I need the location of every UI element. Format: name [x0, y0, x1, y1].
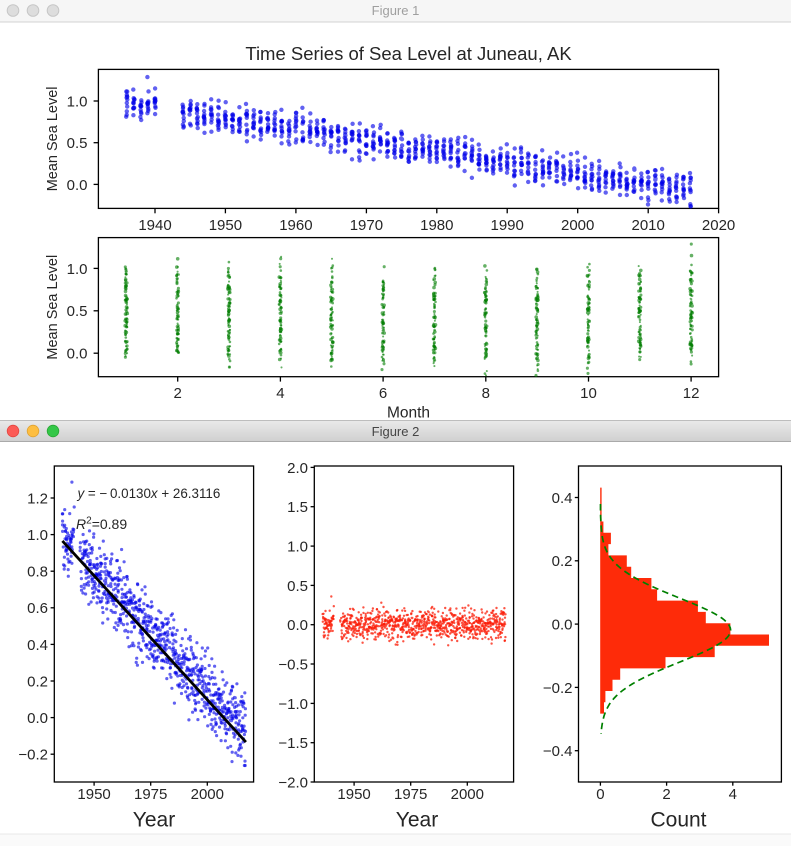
svg-text:1980: 1980: [420, 217, 453, 234]
svg-text:0.8: 0.8: [27, 564, 48, 581]
svg-text:Figure 1: Figure 1: [372, 3, 420, 18]
svg-text:1950: 1950: [209, 217, 242, 234]
svg-text:2: 2: [174, 385, 182, 402]
svg-text:2000: 2000: [451, 786, 484, 803]
svg-text:0.4: 0.4: [27, 637, 48, 654]
svg-text:0.5: 0.5: [67, 135, 88, 152]
svg-text:4: 4: [276, 385, 284, 402]
svg-text:1970: 1970: [350, 217, 383, 234]
svg-text:10: 10: [580, 385, 597, 402]
svg-text:0.6: 0.6: [27, 600, 48, 617]
svg-text:0.0: 0.0: [552, 617, 573, 634]
svg-text:−0.2: −0.2: [18, 747, 48, 764]
svg-text:1.2: 1.2: [27, 490, 48, 507]
svg-text:6: 6: [379, 385, 387, 402]
svg-text:8: 8: [482, 385, 490, 402]
svg-text:Count: Count: [650, 809, 706, 832]
svg-text:−2.0: −2.0: [278, 774, 308, 791]
svg-text:1990: 1990: [491, 217, 524, 234]
svg-text:0.2: 0.2: [552, 553, 573, 570]
svg-text:2000: 2000: [191, 786, 224, 803]
svg-text:1.0: 1.0: [67, 261, 88, 278]
svg-text:Month: Month: [387, 405, 430, 422]
svg-text:Mean Sea Level: Mean Sea Level: [45, 255, 61, 360]
svg-text:R2=0.89: R2=0.89: [76, 515, 127, 532]
svg-text:Figure 2: Figure 2: [372, 424, 420, 439]
svg-text:−0.5: −0.5: [278, 656, 308, 673]
svg-text:2.0: 2.0: [287, 460, 308, 477]
svg-text:2020: 2020: [702, 217, 735, 234]
svg-text:1.5: 1.5: [287, 499, 308, 516]
svg-text:−1.5: −1.5: [278, 735, 308, 752]
svg-text:0.4: 0.4: [552, 490, 573, 507]
svg-text:0: 0: [596, 786, 604, 803]
svg-text:Mean Sea Level: Mean Sea Level: [45, 87, 61, 192]
svg-text:1.0: 1.0: [27, 527, 48, 544]
svg-text:1950: 1950: [337, 786, 370, 803]
svg-text:2000: 2000: [561, 217, 594, 234]
svg-text:0.2: 0.2: [27, 673, 48, 690]
svg-text:Year: Year: [133, 809, 175, 832]
svg-text:0.0: 0.0: [287, 617, 308, 634]
svg-text:0.0: 0.0: [67, 177, 88, 194]
svg-text:4: 4: [729, 786, 737, 803]
svg-text:1960: 1960: [279, 217, 312, 234]
svg-text:1975: 1975: [134, 786, 167, 803]
svg-text:1975: 1975: [394, 786, 427, 803]
svg-text:−1.0: −1.0: [278, 696, 308, 713]
svg-text:2: 2: [662, 786, 670, 803]
svg-text:1.0: 1.0: [287, 539, 308, 556]
svg-text:0.5: 0.5: [287, 578, 308, 595]
svg-text:2010: 2010: [632, 217, 665, 234]
svg-text:0.5: 0.5: [67, 303, 88, 320]
svg-text:−0.4: −0.4: [543, 743, 573, 760]
svg-text:−0.2: −0.2: [543, 680, 573, 697]
svg-text:y = − 0.0130x + 26.3116: y = − 0.0130x + 26.3116: [77, 486, 221, 501]
svg-text:Year: Year: [396, 809, 438, 832]
svg-text:1950: 1950: [77, 786, 110, 803]
svg-text:0.0: 0.0: [27, 710, 48, 727]
svg-text:1.0: 1.0: [67, 93, 88, 110]
svg-text:1940: 1940: [138, 217, 171, 234]
svg-text:0.0: 0.0: [67, 346, 88, 363]
svg-text:12: 12: [683, 385, 700, 402]
svg-text:Time Series of Sea Level at Ju: Time Series of Sea Level at Juneau, AK: [245, 43, 572, 64]
